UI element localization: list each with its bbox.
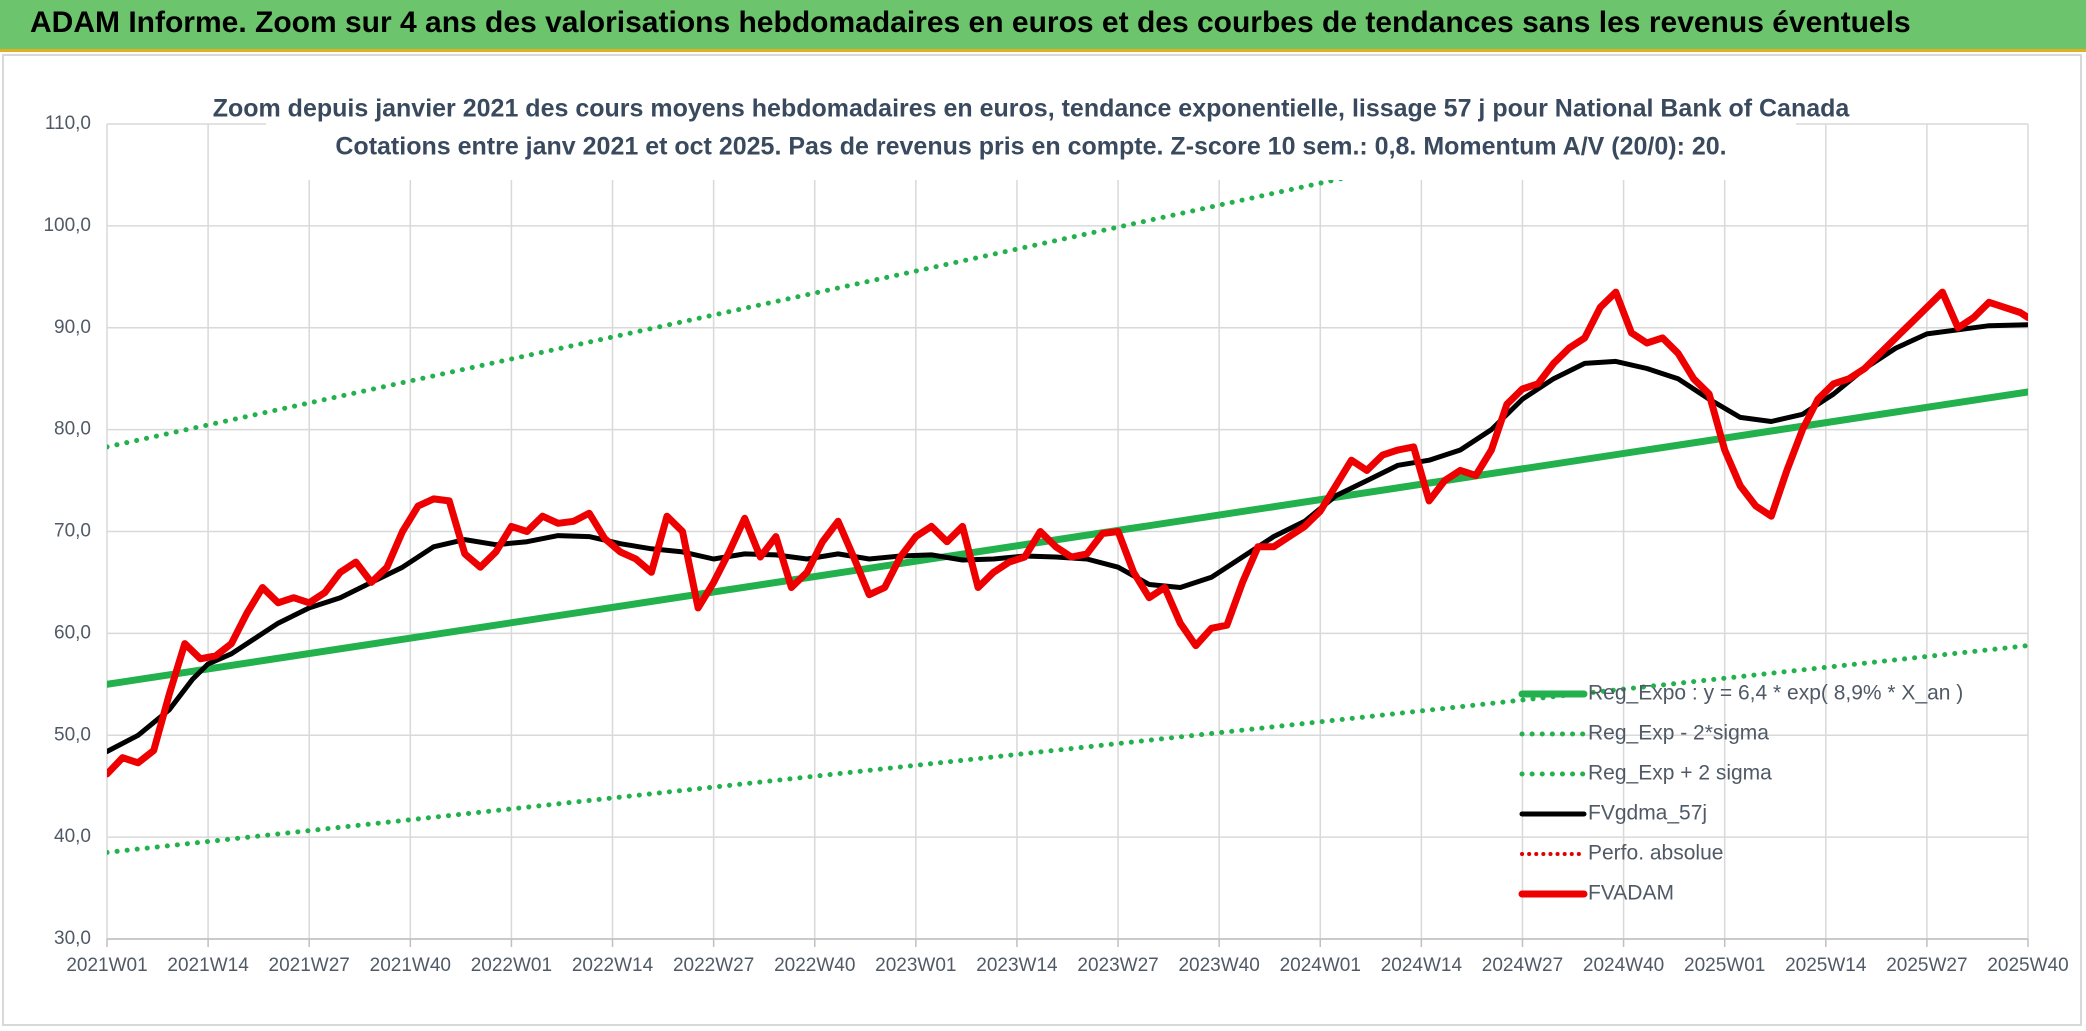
y-tick-label: 110,0 xyxy=(45,113,91,134)
legend-label: Reg_Exp + 2 sigma xyxy=(1588,762,1772,785)
x-tick-label: 2021W40 xyxy=(370,955,451,976)
x-tick-label: 2023W27 xyxy=(1077,955,1158,976)
x-tick-label: 2025W27 xyxy=(1886,955,1967,976)
series-line-2 xyxy=(107,643,2028,855)
y-axis-tick-labels: 30,0 40,0 50,0 60,0 70,0 80,0 90,0 100,0 110,0 xyxy=(43,113,91,949)
x-axis-tick-labels: 2021W01 2021W14 2021W27 2021W40 2022W01 2022W… xyxy=(66,955,2068,976)
x-tick-label: 2024W40 xyxy=(1583,955,1664,976)
y-tick-label: 50,0 xyxy=(54,724,91,745)
y-tick-label: 30,0 xyxy=(54,928,91,949)
x-tick-label: 2023W40 xyxy=(1178,955,1259,976)
x-tick-label: 2022W14 xyxy=(572,955,654,976)
title-background xyxy=(266,84,1796,180)
legend-label: FVADAM xyxy=(1588,882,1674,905)
report-banner: ADAM Informe. Zoom sur 4 ans des valoris… xyxy=(0,0,2086,52)
x-tick-label: 2021W27 xyxy=(269,955,350,976)
x-tick-label: 2021W14 xyxy=(167,955,249,976)
legend: Reg_Expo : y = 6,4 * exp( 8,9% * X_an ) R… xyxy=(1518,682,1963,905)
x-tick-label: 2024W01 xyxy=(1280,955,1361,976)
y-tick-label: 40,0 xyxy=(54,826,91,847)
x-tick-label: 2025W14 xyxy=(1785,955,1867,976)
x-tick-label: 2023W14 xyxy=(976,955,1058,976)
x-tick-label: 2023W01 xyxy=(875,955,956,976)
chart-frame: 30,0 40,0 50,0 60,0 70,0 80,0 90,0 100,0 110,0 2… xyxy=(2,54,2082,1026)
line-chart: 30,0 40,0 50,0 60,0 70,0 80,0 90,0 100,0 110,0 2… xyxy=(43,84,2069,976)
x-tick-label: 2022W27 xyxy=(673,955,754,976)
chart-title: Zoom depuis janvier 2021 des cours moyen… xyxy=(213,95,1851,123)
legend-label: FVgdma_57j xyxy=(1588,802,1707,825)
x-tick-label: 2021W01 xyxy=(66,955,147,976)
x-tick-label: 2025W01 xyxy=(1684,955,1765,976)
x-tick-label: 2022W01 xyxy=(471,955,552,976)
y-tick-label: 60,0 xyxy=(54,622,91,643)
y-tick-label: 80,0 xyxy=(54,419,91,440)
x-tick-label: 2024W27 xyxy=(1482,955,1563,976)
y-tick-label: 100,0 xyxy=(43,215,91,236)
x-tick-label: 2022W40 xyxy=(774,955,855,976)
legend-label: Reg_Expo : y = 6,4 * exp( 8,9% * X_an ) xyxy=(1588,682,1963,705)
series-line-6 xyxy=(107,288,2028,778)
x-tick-label: 2024W14 xyxy=(1381,955,1463,976)
y-tick-label: 90,0 xyxy=(54,317,91,338)
report-title: ADAM Informe. Zoom sur 4 ans des valoris… xyxy=(30,6,1911,39)
series-line-4 xyxy=(107,322,2028,754)
y-tick-label: 70,0 xyxy=(54,521,91,542)
legend-label: Reg_Exp - 2*sigma xyxy=(1588,722,1769,745)
series-line-1 xyxy=(107,388,2028,688)
chart-subtitle: Cotations entre janv 2021 et oct 2025. P… xyxy=(335,133,1726,161)
legend-label: Perfo. absolue xyxy=(1588,842,1723,865)
x-tick-label: 2025W40 xyxy=(1987,955,2068,976)
series-lines xyxy=(107,124,2028,855)
